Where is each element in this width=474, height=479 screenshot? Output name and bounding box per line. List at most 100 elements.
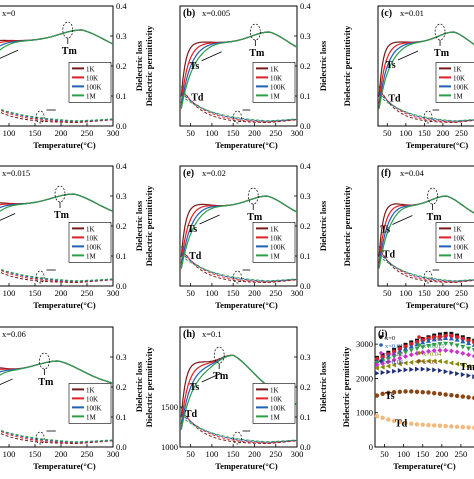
scatter-point xyxy=(374,362,380,368)
x-tick-label: 150 xyxy=(418,128,431,138)
loss-line xyxy=(0,268,114,282)
scatter-point xyxy=(391,418,397,424)
permittivity-line xyxy=(0,360,114,384)
loss-line xyxy=(378,246,474,284)
scatter-point xyxy=(431,348,437,354)
x-tick-label: 50 xyxy=(186,128,195,138)
panel-0: 50100150200250300Temperature(°C)0.00.10.… xyxy=(0,1,144,150)
legend-label: 100K xyxy=(86,83,102,91)
y2-tick-label: 0.4 xyxy=(300,1,311,11)
y-axis-label: Dielectric permittivity xyxy=(342,25,352,106)
x-tick-label: 50 xyxy=(383,128,392,138)
legend-label: 1K xyxy=(86,225,95,233)
panel-5: 50 100 150 200 250 Temperature(°C) Dielectric … xyxy=(342,165,474,310)
panel-label: (i) xyxy=(378,329,387,340)
tm-circle xyxy=(427,187,438,205)
x-axis-label: Temperature(°C) xyxy=(33,300,96,310)
scatter-point xyxy=(454,349,460,355)
scatter-point xyxy=(455,371,460,377)
scatter-point xyxy=(420,422,425,427)
x-tick-label: 50 xyxy=(186,288,195,298)
x-tick-label: 250 xyxy=(269,128,282,138)
composition-label: x=0.015 xyxy=(2,168,30,178)
scatter-point xyxy=(437,368,443,374)
x-tick-label: 250 xyxy=(81,288,94,298)
y2-tick-label: 0.0 xyxy=(300,442,311,452)
x-tick-label: 250 xyxy=(455,288,468,298)
scatter-point xyxy=(403,360,408,366)
x-tick-label: 100 xyxy=(399,128,412,138)
loss-line xyxy=(0,108,114,122)
legend-label: 10K xyxy=(270,74,282,82)
y-axis-label: Dielectric permittivity xyxy=(341,346,351,427)
legend-label: 1M xyxy=(453,92,464,100)
ts-label: Ts xyxy=(386,60,396,71)
scatter-point xyxy=(409,389,414,394)
y2-tick-label: 0.3 xyxy=(300,191,311,201)
x-tick-label: 150 xyxy=(416,449,429,459)
x-tick-label: 200 xyxy=(435,449,448,459)
scatter-point xyxy=(437,358,442,364)
x-tick-label: 300 xyxy=(291,449,304,459)
permittivity-line xyxy=(0,360,114,384)
x-tick-label: 200 xyxy=(248,449,261,459)
legend-label: x=0.01 xyxy=(385,343,403,350)
y-tick-label: 2000 xyxy=(356,373,373,383)
tm-label: Tm xyxy=(427,212,443,223)
loss-line xyxy=(0,430,114,444)
loss-line xyxy=(0,269,114,283)
scatter-point xyxy=(408,352,414,358)
tm-circle xyxy=(39,352,50,370)
scatter-point xyxy=(448,360,454,366)
y2-tick-label: 0.0 xyxy=(116,281,127,291)
scatter-point xyxy=(391,354,397,360)
x-tick-label: 50 xyxy=(186,449,195,459)
scatter-point xyxy=(437,342,443,347)
y2-tick-label: 0.1 xyxy=(300,251,311,261)
panel-label: (e) xyxy=(183,168,194,179)
ts-label: Ts xyxy=(385,391,395,402)
permittivity-line xyxy=(378,31,474,110)
x-tick-label: 250 xyxy=(455,449,468,459)
scatter-point xyxy=(403,389,408,394)
y2-axis-label: Dielectric loss xyxy=(134,200,144,251)
scatter-point xyxy=(403,346,409,351)
scatter-point xyxy=(403,367,409,373)
legend-label: 100K xyxy=(270,83,286,91)
tm-circle xyxy=(213,346,225,364)
tm-label: Tm xyxy=(247,212,263,223)
permittivity-line xyxy=(378,195,474,269)
plot-frame xyxy=(374,326,474,448)
tm-label: Tm xyxy=(38,377,54,388)
legend-label: x=0.02 xyxy=(385,351,403,358)
scatter-point xyxy=(454,393,460,399)
legend-marker xyxy=(379,343,383,347)
y2-axis-label: Dielectric loss xyxy=(134,40,144,91)
scatter-point xyxy=(426,390,431,395)
x-tick-label: 200 xyxy=(55,449,68,459)
scatter-point xyxy=(443,347,449,353)
y2-axis-label: Dielectric loss xyxy=(318,200,328,251)
ts-arrow xyxy=(199,214,220,225)
scatter-point xyxy=(386,390,391,396)
composition-label: x=0 xyxy=(2,8,15,18)
scatter-point xyxy=(414,346,420,352)
loss-line xyxy=(0,271,114,284)
plot-frame xyxy=(377,5,474,127)
scatter-point xyxy=(449,393,454,398)
x-tick-label: 100 xyxy=(397,449,410,459)
panel-label: (f) xyxy=(381,168,391,179)
legend-label: x=0.015 xyxy=(423,343,445,350)
x-tick-label: 250 xyxy=(81,128,94,138)
loss-line xyxy=(180,255,298,282)
scatter-point xyxy=(460,394,466,399)
x-tick-label: 200 xyxy=(248,128,261,138)
panel-8: (i) 50 100 150 200 250 0 1000 2000 3000 Temperatur… xyxy=(341,326,474,471)
tm-circle xyxy=(247,187,259,205)
td-label: Td xyxy=(388,94,401,105)
x-tick-label: 100 xyxy=(206,449,219,459)
scatter-point xyxy=(391,357,397,363)
scatter-point xyxy=(374,393,380,398)
x-axis-label: Temperature(°C) xyxy=(406,140,469,150)
scatter-point xyxy=(397,389,403,394)
